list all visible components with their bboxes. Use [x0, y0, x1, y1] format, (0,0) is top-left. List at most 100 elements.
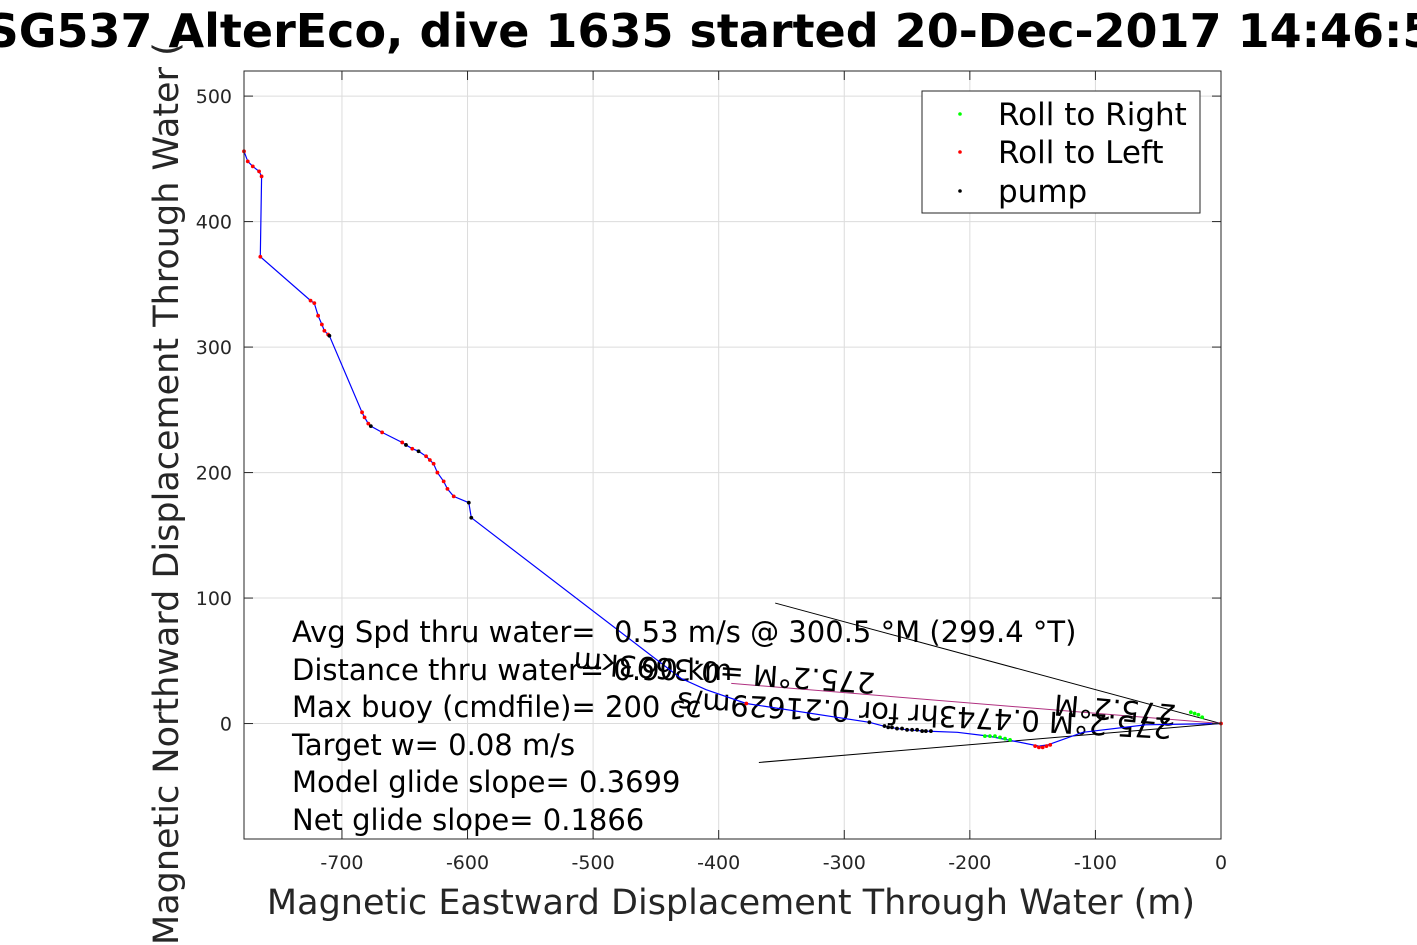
pump-point — [895, 726, 899, 731]
pump-point — [929, 729, 933, 733]
pump-point — [886, 725, 891, 730]
roll-right-point — [1003, 736, 1007, 741]
pump-point — [890, 725, 894, 730]
pump-point — [882, 724, 887, 728]
pump-points — [327, 333, 933, 733]
roll-left-point — [362, 415, 367, 420]
annotation-avg-speed: Avg Spd thru water= 0.53 m/s @ 300.5 °M … — [292, 615, 1076, 649]
y-gridlines — [244, 95, 1221, 725]
reference-line — [758, 723, 1222, 763]
x-tick-label: -300 — [823, 852, 866, 874]
legend-label-roll-left: Roll to Left — [998, 135, 1164, 171]
roll-left-point — [366, 421, 371, 426]
roll-left-point — [258, 254, 263, 259]
roll-left-point — [312, 301, 317, 306]
roll-left-point — [1037, 745, 1041, 750]
roll-left-points — [242, 149, 1223, 750]
pump-point — [867, 720, 872, 725]
x-tick-labels: -700 -600 -500 -400 -300 -200 -100 0 — [320, 852, 1227, 874]
roll-left-point — [431, 461, 436, 466]
pump-point — [900, 726, 904, 731]
roll-left-point — [744, 701, 749, 706]
roll-right-point — [1008, 737, 1012, 742]
pump-point — [469, 515, 474, 520]
roll-left-point — [400, 440, 405, 445]
roll-left-point — [316, 313, 320, 318]
pump-point — [416, 449, 421, 454]
x-tick-label: 0 — [1215, 852, 1227, 874]
roll-right-point — [1196, 712, 1201, 717]
roll-right-point — [993, 734, 997, 738]
roll-left-point — [1033, 744, 1038, 749]
roll-left-point — [427, 458, 432, 462]
y-tick-label: 300 — [196, 337, 232, 359]
annotation-max-buoy: Max buoy (cmdfile)= 200 cc — [292, 690, 701, 724]
reference-line — [731, 682, 1222, 725]
annotation-distance: Distance thru water= 0.90 km — [292, 653, 732, 687]
y-tick-label: 200 — [196, 463, 232, 485]
roll-left-point — [245, 159, 250, 164]
roll-right-point — [1192, 711, 1197, 716]
y-tick-label: 500 — [196, 86, 232, 108]
legend-marker-pump — [958, 189, 962, 193]
x-ticks — [341, 71, 1222, 839]
y-tick-label: 0 — [220, 714, 232, 736]
x-tick-label: -600 — [446, 852, 489, 874]
legend-label-pump: pump — [998, 174, 1087, 210]
pump-point — [466, 500, 471, 505]
legend: Roll to Right Roll to Left pump — [921, 90, 1201, 214]
reference-line — [775, 602, 1222, 725]
roll-right-points — [983, 710, 1205, 742]
pump-point — [368, 424, 373, 429]
pump-point — [910, 727, 914, 732]
stats-annotations: Avg Spd thru water= 0.53 m/s @ 300.5 °M … — [291, 615, 1076, 837]
chart-title: SG537 AlterEco, dive 1635 started 20-Dec… — [0, 4, 1417, 58]
roll-left-point — [380, 430, 385, 435]
pump-point — [404, 443, 408, 447]
legend-box — [921, 90, 1201, 214]
y-tick-label: 400 — [196, 212, 232, 234]
roll-left-point — [322, 328, 327, 333]
reference-lines — [731, 602, 1222, 763]
track-line — [243, 151, 1222, 747]
roll-right-point — [1200, 715, 1205, 720]
annotation-net-glide: Net glide slope= 0.1866 — [292, 803, 644, 837]
x-axis-label: Magnetic Eastward Displacement Through W… — [267, 883, 1195, 923]
pump-point — [920, 729, 925, 733]
roll-left-point — [1040, 745, 1045, 750]
pump-point — [905, 727, 909, 732]
pump-point — [327, 333, 332, 338]
roll-left-point — [259, 174, 264, 179]
roll-left-point — [257, 169, 261, 174]
annotation-model-glide: Model glide slope= 0.3699 — [292, 765, 680, 799]
x-tick-label: -200 — [948, 852, 991, 874]
roll-left-point — [308, 298, 313, 303]
pump-point — [915, 727, 920, 732]
x-tick-label: -500 — [572, 852, 615, 874]
roll-left-point — [424, 454, 428, 459]
roll-left-point — [1044, 744, 1049, 749]
y-axis-label: Magnetic Northward Displacement Through … — [147, 42, 187, 945]
y-ticks — [244, 95, 1221, 725]
roll-right-point — [1188, 710, 1193, 715]
y-tick-label: 100 — [196, 588, 232, 610]
roll-right-point — [983, 734, 987, 738]
axes-frame — [243, 70, 1222, 840]
roll-left-point — [435, 470, 440, 475]
roll-left-point — [445, 486, 450, 491]
x-tick-label: -100 — [1074, 852, 1117, 874]
roll-left-point — [250, 164, 255, 169]
annotation-target-w: Target w= 0.08 m/s — [291, 728, 575, 762]
roll-right-point — [988, 734, 992, 738]
y-tick-labels: 0 100 200 300 400 500 — [196, 86, 232, 735]
roll-left-point — [410, 446, 415, 451]
x-tick-label: -700 — [320, 852, 363, 874]
legend-marker-roll-left — [958, 150, 962, 154]
legend-label-roll-right: Roll to Right — [998, 97, 1187, 133]
roll-left-point — [360, 410, 364, 415]
roll-left-point — [451, 494, 456, 499]
legend-marker-roll-right — [958, 112, 962, 116]
pump-point — [923, 729, 928, 733]
roll-left-point — [319, 322, 324, 327]
